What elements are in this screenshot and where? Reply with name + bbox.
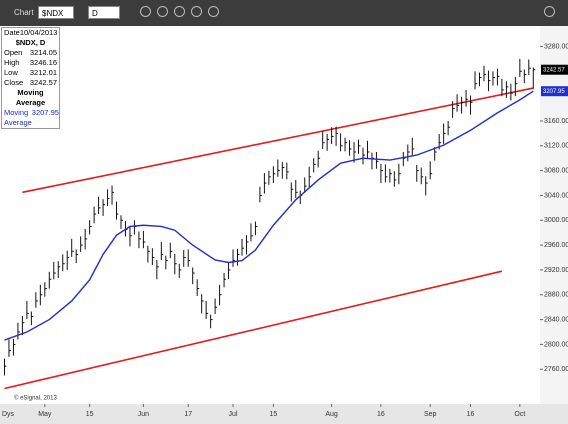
last-price-label: 3242.57 (543, 67, 565, 73)
y-tick-label: 3080.00 (544, 167, 568, 174)
x-tick-label: Jun (138, 411, 149, 418)
x-tick-label: 17 (184, 411, 192, 418)
x-tick-label: May (38, 411, 52, 418)
dw-label: Close (4, 78, 24, 87)
trend-line (4, 270, 503, 390)
ma-price-label: 3207.95 (543, 89, 565, 95)
dw-study: Moving Average (15, 88, 46, 107)
x-tick-label: 15 (269, 411, 277, 418)
window-title: Chart (14, 8, 34, 17)
x-tick-label: Aug (325, 411, 338, 418)
ma-price-box (541, 86, 568, 97)
y-tick-label: 2880.00 (544, 292, 568, 299)
dw-label: Date (4, 28, 20, 37)
data-window: Date 10/04/2013 $NDX, D Open 3214.05 High 32… (1, 27, 60, 129)
y-tick-label: 3000.00 (544, 217, 568, 224)
dw-symbol: $NDX, D (15, 38, 46, 47)
dw-value: 3214.05 (29, 48, 57, 57)
y-tick-label: 3040.00 (544, 192, 568, 199)
copyright: © eSignal, 2013 (14, 395, 57, 402)
tool-icon[interactable] (208, 6, 219, 17)
dw-row: Low 3212.01 (2, 68, 59, 78)
symbol-field[interactable]: $NDX (38, 6, 74, 19)
trend-line (22, 87, 534, 194)
dw-label: High (4, 58, 20, 67)
dw-row: Close 3242.57 (2, 78, 59, 88)
toolbar: Chart $NDX D (0, 0, 568, 26)
y-tick-label: 2760.00 (544, 366, 568, 373)
tool-icon[interactable] (157, 6, 168, 17)
dw-label: Low (4, 68, 18, 77)
time-axis (0, 404, 568, 424)
x-tick-label: Sep (424, 411, 437, 418)
x-tick-label: 16 (377, 411, 385, 418)
x-tick-label: 16 (467, 411, 475, 418)
x-tick-label: 15 (86, 411, 94, 418)
tool-icon[interactable] (140, 6, 151, 17)
moving-average-line (4, 90, 534, 341)
y-tick-label: 2840.00 (544, 316, 568, 323)
y-tick-label: 3120.00 (544, 143, 568, 150)
last-price-box (541, 64, 568, 75)
x-tick-label: Jul (229, 411, 238, 418)
y-tick-label: 3160.00 (544, 118, 568, 125)
dw-value: 3212.01 (29, 68, 57, 77)
dw-value: 3246.16 (29, 58, 57, 67)
chart: Dys © eSignal, 2013 3280.00 3160.00 3120.0… (0, 26, 568, 424)
window-button[interactable] (544, 6, 555, 17)
y-tick-label: 2800.00 (544, 341, 568, 348)
plot-area (0, 26, 540, 404)
y-tick-label: 2920.00 (544, 267, 568, 274)
dw-value: 3242.57 (29, 78, 57, 87)
tool-icon[interactable] (174, 6, 185, 17)
tool-icon[interactable] (191, 6, 202, 17)
dw-value: 3207.95 (31, 108, 59, 117)
interval-field[interactable]: D (88, 6, 120, 19)
dw-label: Open (4, 48, 23, 57)
x-axis-label: Dys (2, 411, 15, 418)
dw-label: Moving Average (4, 108, 32, 127)
x-tick-label: Oct (514, 411, 525, 418)
y-tick-label: 2960.00 (544, 242, 568, 249)
dw-row: High 3246.16 (2, 58, 59, 68)
dw-value: 10/04/2013 (19, 28, 58, 37)
y-tick-label: 3280.00 (544, 43, 568, 50)
dw-row: Open 3214.05 (2, 48, 59, 58)
